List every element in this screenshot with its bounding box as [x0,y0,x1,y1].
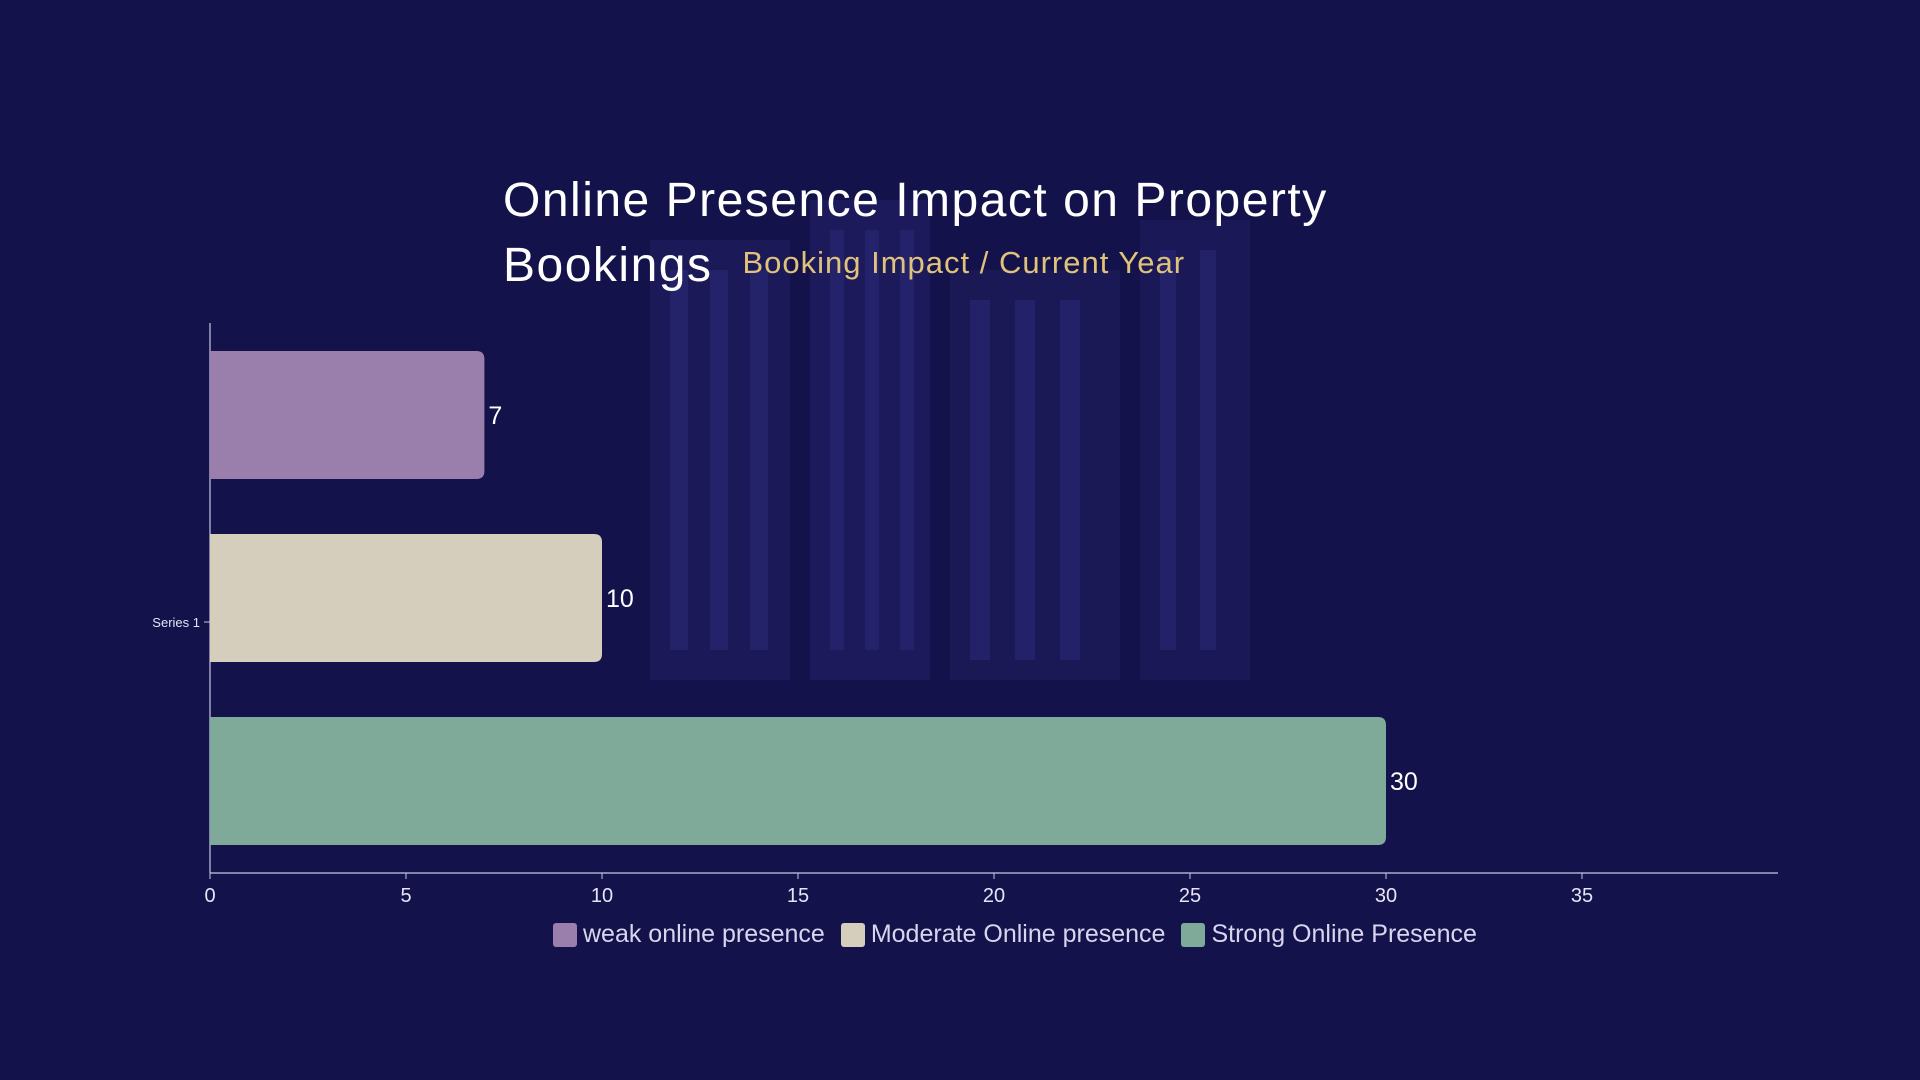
x-tick-label: 5 [400,885,411,907]
chart-subtitle: Booking Impact / Current Year [742,245,1186,280]
bar [210,351,485,479]
title-block: Online Presence Impact on Property Booki… [503,170,1403,297]
x-tick-label: 25 [1179,885,1201,907]
data-label: 30 [1390,768,1418,796]
chart-legend: weak online presence Moderate Online pres… [553,920,1477,949]
bar [210,717,1386,845]
x-tick-label: 30 [1375,885,1397,907]
x-tick-label: 0 [204,885,215,907]
legend-swatch [1181,922,1206,947]
legend-label: weak online presence [583,920,825,948]
x-tick-label: 35 [1571,885,1593,907]
legend-item: Strong Online Presence [1181,920,1477,949]
data-label: 10 [606,585,634,613]
legend-swatch [553,922,577,947]
chart-title: Online Presence Impact on Property Booki… [503,170,1403,297]
x-tick-label: 20 [983,885,1005,907]
legend-swatch [840,922,865,947]
y-tick-label: Series 1 [152,615,200,630]
legend-item: weak online presence [553,920,825,949]
bar [210,534,602,662]
legend-item: Moderate Online presence [840,920,1166,949]
chart-title-text: Online Presence Impact on Property Booki… [503,174,1328,292]
legend-label: Moderate Online presence [870,920,1166,948]
x-tick-label: 10 [591,885,613,907]
legend-label: Strong Online Presence [1211,920,1477,948]
data-label: 7 [488,402,502,430]
x-tick-label: 15 [787,885,809,907]
